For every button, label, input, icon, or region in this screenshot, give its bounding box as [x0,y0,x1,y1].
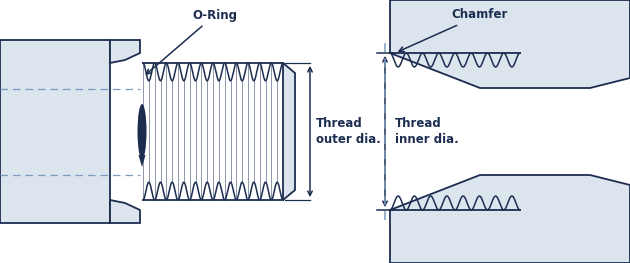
Polygon shape [110,40,140,63]
Polygon shape [390,0,630,88]
Polygon shape [390,175,630,263]
Text: Thread
outer dia.: Thread outer dia. [316,117,381,146]
Bar [0,40,110,223]
Bar [143,63,283,200]
Polygon shape [139,155,146,167]
Text: O-Ring: O-Ring [146,8,238,74]
Polygon shape [110,200,140,223]
Text: Chamfer: Chamfer [399,8,508,51]
Polygon shape [283,63,295,200]
Ellipse shape [137,104,147,159]
Text: Thread
inner dia.: Thread inner dia. [395,117,459,146]
